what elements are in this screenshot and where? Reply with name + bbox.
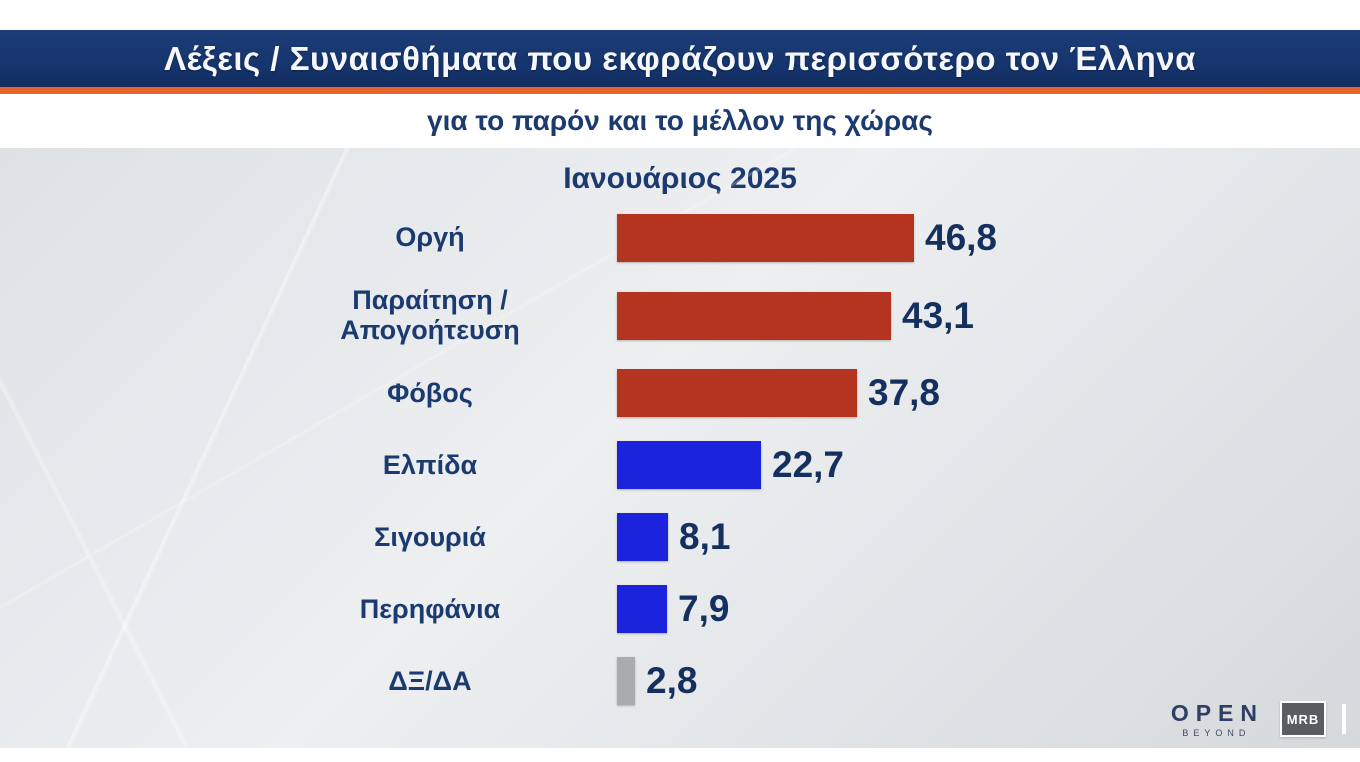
bar-and-value: 7,9 <box>617 585 730 634</box>
chart-row: Περηφάνια 7,9 <box>0 585 1360 634</box>
bar <box>617 513 668 562</box>
category-label: Ελπίδα <box>382 449 478 480</box>
category-label: Περηφάνια <box>359 593 501 624</box>
bar-and-value: 22,7 <box>617 441 845 490</box>
bar-and-value: 43,1 <box>617 291 975 340</box>
chart-row: Σιγουριά 8,1 <box>0 513 1360 562</box>
page-title: Λέξεις / Συναισθήματα που εκφράζουν περι… <box>164 39 1196 77</box>
open-logo-text: OPEN <box>1170 700 1264 726</box>
bar <box>617 657 635 706</box>
mrb-logo: MRB <box>1280 701 1326 737</box>
value-label: 37,8 <box>868 372 941 414</box>
value-label: 46,8 <box>925 217 998 258</box>
category-label: Φόβος <box>387 377 473 408</box>
bar <box>617 369 857 418</box>
title-banner: Λέξεις / Συναισθήματα που εκφράζουν περι… <box>0 30 1360 87</box>
accent-rule <box>0 87 1360 94</box>
bar-rows: Οργή 46,8 Παραίτηση / Απογοήτευση 43,1 Φόβος 3… <box>0 214 1360 706</box>
bar <box>617 441 761 490</box>
bottom-strip <box>0 748 1360 762</box>
page-subtitle: για το παρόν και το μέλλον της χώρας <box>0 94 1360 148</box>
category-label: ΔΞ/ΔΑ <box>388 665 472 696</box>
open-channel-logo: OPEN BEYOND <box>1164 700 1264 738</box>
divider-bar <box>1342 704 1346 734</box>
footer-logos: OPEN BEYOND MRB <box>1164 700 1346 738</box>
chart-title: Ιανουάριος 2025 <box>563 162 797 195</box>
open-logo-tagline: BEYOND <box>1182 728 1251 738</box>
bar-and-value: 2,8 <box>617 657 698 706</box>
value-label: 43,1 <box>902 294 975 336</box>
chart-row: Παραίτηση / Απογοήτευση 43,1 <box>0 285 1360 345</box>
chart-area: Ιανουάριος 2025 Οργή 46,8 Παραίτηση / Απογο… <box>0 148 1360 748</box>
chart-row: ΔΞ/ΔΑ 2,8 <box>0 657 1360 706</box>
category-label: Παραίτηση / Απογοήτευση <box>340 285 520 345</box>
bar-and-value: 8,1 <box>617 513 731 562</box>
chart-row: Φόβος 37,8 <box>0 369 1360 418</box>
chart-row: Ελπίδα 22,7 <box>0 441 1360 490</box>
chart-row: Οργή 46,8 <box>0 214 1360 262</box>
category-label: Οργή <box>395 222 465 253</box>
bar <box>617 214 914 262</box>
value-label: 7,9 <box>678 588 730 630</box>
bar <box>617 585 667 634</box>
value-label: 8,1 <box>679 516 731 558</box>
value-label: 2,8 <box>646 660 698 702</box>
bar-and-value: 46,8 <box>617 214 997 262</box>
bar <box>617 291 891 340</box>
category-label: Σιγουριά <box>374 521 486 552</box>
bar-and-value: 37,8 <box>617 369 941 418</box>
value-label: 22,7 <box>772 444 845 486</box>
top-strip <box>0 0 1360 30</box>
